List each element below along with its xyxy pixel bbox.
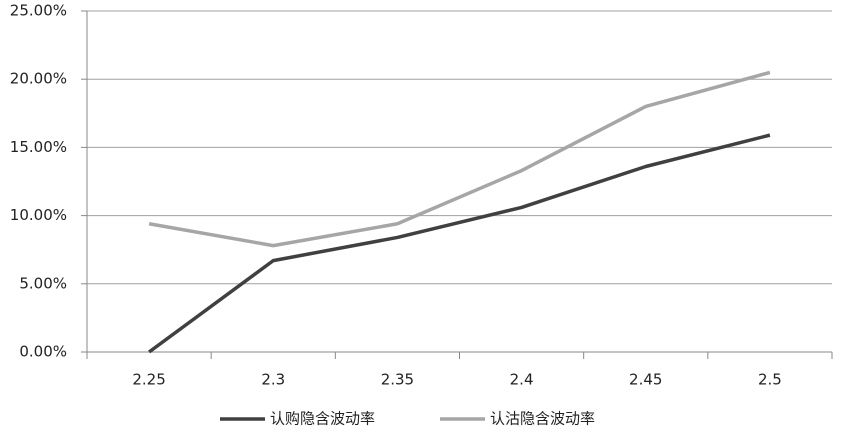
line-series xyxy=(148,70,771,248)
x-tick-label: 2.4 xyxy=(510,371,534,389)
x-tick-label: 2.45 xyxy=(629,371,662,389)
line-series xyxy=(148,133,771,354)
x-tick-label: 2.3 xyxy=(261,371,285,389)
x-tick-label: 2.5 xyxy=(758,371,782,389)
y-tick-label: 10.00% xyxy=(10,206,67,224)
legend-label: 认购隐含波动率 xyxy=(270,410,375,428)
y-tick-label: 15.00% xyxy=(10,138,67,156)
legend-label: 认沽隐含波动率 xyxy=(490,410,595,428)
x-tick-label: 2.35 xyxy=(381,371,414,389)
y-tick-label: 0.00% xyxy=(19,343,67,361)
y-tick-label: 25.00% xyxy=(10,2,67,20)
x-tick-label: 2.25 xyxy=(132,371,165,389)
y-tick-label: 20.00% xyxy=(10,70,67,88)
y-tick-label: 5.00% xyxy=(19,274,67,292)
